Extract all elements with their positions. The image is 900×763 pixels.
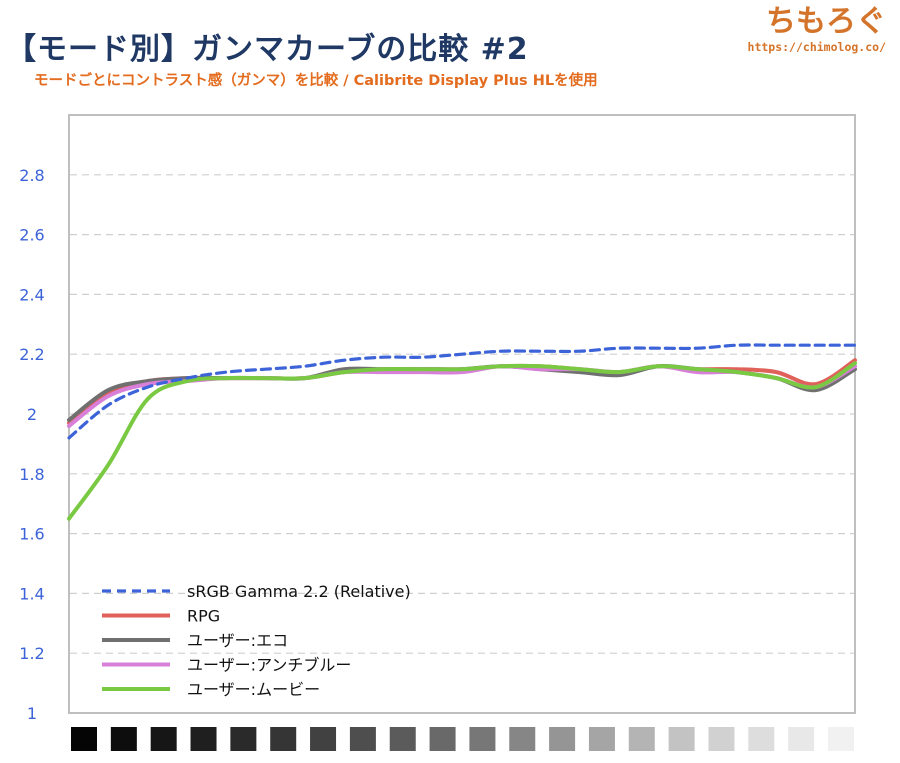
gray-swatch <box>110 727 137 751</box>
legend-label: RPG <box>187 607 220 626</box>
y-tick-label: 2 <box>27 405 37 424</box>
site-logo-url: https://chimolog.co/ <box>747 40 886 54</box>
gray-swatch <box>549 727 576 751</box>
gridlines <box>70 174 854 654</box>
gray-swatch <box>708 727 735 751</box>
gray-swatch <box>469 727 496 751</box>
gray-swatch <box>788 727 815 751</box>
legend-label: ユーザー:エコ <box>187 631 288 650</box>
y-tick-label: 1 <box>27 704 37 723</box>
gray-swatch <box>150 727 177 751</box>
legend-label: ユーザー:アンチブルー <box>187 656 351 675</box>
gray-swatch <box>668 727 695 751</box>
series-lines <box>67 343 857 521</box>
chart-title: 【モード別】ガンマカーブの比較 #2 <box>6 32 529 67</box>
y-tick-label: 1.8 <box>19 465 44 484</box>
gray-swatch <box>190 727 217 751</box>
gray-swatch <box>748 727 775 751</box>
y-tick-label: 2.4 <box>19 285 44 304</box>
y-tick-label: 2.8 <box>19 166 44 185</box>
y-tick-label: 2.6 <box>19 226 44 245</box>
gray-swatch <box>230 727 257 751</box>
gray-swatch <box>509 727 536 751</box>
gray-swatch <box>429 727 456 751</box>
y-tick-label: 1.4 <box>19 584 44 603</box>
gray-swatch <box>270 727 297 751</box>
gray-swatch <box>389 727 416 751</box>
y-tick-label: 1.6 <box>19 525 44 544</box>
series-line-4 <box>67 361 857 521</box>
gray-swatch <box>349 727 376 751</box>
gray-swatch <box>828 727 854 751</box>
legend: sRGB Gamma 2.2 (Relative) RPG ユーザー:エコユーザー:… <box>102 582 411 699</box>
gray-swatch <box>310 727 337 751</box>
legend-label: ユーザー:ムービー <box>187 680 320 699</box>
series-line-0 <box>67 343 857 440</box>
gray-swatches <box>71 727 854 751</box>
site-logo: ちもろぐ https://chimolog.co/ <box>748 4 886 54</box>
gray-swatch <box>588 727 615 751</box>
chart-subtitle: モードごとにコントラスト感（ガンマ）を比較 / Calibrite Displa… <box>34 73 598 89</box>
y-axis-ticks: 1 1.2 1.4 1.6 1.8 2 2.2 2.4 2.6 2.8 <box>19 166 44 723</box>
y-tick-label: 2.2 <box>19 345 44 364</box>
legend-label: sRGB Gamma 2.2 (Relative) <box>187 582 411 601</box>
site-logo-name: ちもろぐ <box>766 4 886 39</box>
y-tick-label: 1.2 <box>19 644 44 663</box>
gray-swatch <box>71 727 97 751</box>
gray-swatch <box>628 727 655 751</box>
